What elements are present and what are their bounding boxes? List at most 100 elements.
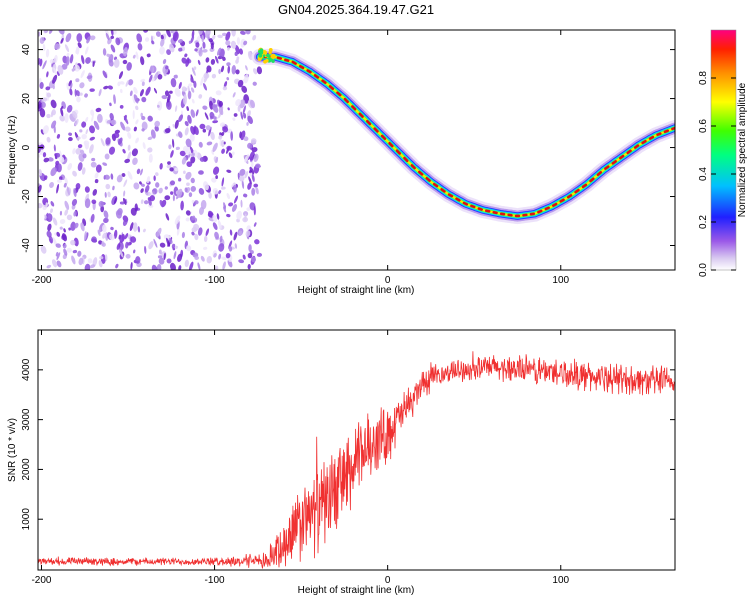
noise-blob (225, 252, 231, 259)
noise-blob (160, 38, 165, 47)
noise-blob (228, 202, 234, 207)
noise-blob (241, 85, 248, 93)
noise-blob (203, 83, 207, 91)
noise-blob (212, 222, 218, 230)
spectrogram-frame (37, 29, 676, 271)
noise-blob (112, 185, 115, 191)
noise-blob (66, 214, 73, 221)
noise-blob (156, 227, 162, 237)
trace-peak-dash (358, 112, 364, 118)
spectrogram-trace (251, 47, 675, 225)
noise-blob (108, 59, 114, 67)
noise-blob (222, 56, 226, 61)
noise-blob (186, 245, 192, 252)
noise-blob (159, 200, 164, 208)
noise-blob (38, 152, 41, 158)
noise-blob (226, 77, 230, 81)
trace-onset-dot (271, 59, 275, 63)
noise-blob (246, 207, 251, 211)
trace-onset-dot (257, 56, 262, 62)
noise-blob (61, 63, 68, 70)
noise-blob (205, 125, 211, 131)
noise-blob (56, 252, 61, 261)
noise-blob (247, 51, 253, 61)
noise-blob (102, 48, 107, 56)
noise-blob (222, 86, 228, 91)
noise-blob (120, 88, 123, 94)
noise-blob (221, 148, 225, 154)
noise-blob (74, 89, 77, 97)
noise-blob (135, 256, 141, 264)
noise-blob (249, 166, 255, 175)
noise-blob (124, 158, 130, 164)
noise-blob (91, 157, 96, 162)
trace-peak-dash (663, 129, 670, 134)
noise-blob (248, 244, 252, 252)
noise-blob (50, 167, 57, 177)
noise-blob (195, 109, 199, 117)
noise-blob (46, 113, 51, 119)
noise-blob (198, 188, 205, 195)
noise-blob (203, 181, 209, 191)
noise-blob (234, 243, 238, 249)
noise-blob (195, 42, 200, 48)
noise-blob (176, 188, 183, 199)
snr-series (38, 351, 675, 570)
noise-blob (119, 81, 125, 85)
noise-blob (53, 144, 56, 152)
noise-blob (221, 186, 226, 190)
noise-blob (105, 183, 111, 190)
noise-blob (231, 64, 236, 75)
noise-blob (56, 179, 63, 183)
noise-blob (166, 258, 172, 264)
noise-blob (77, 250, 82, 257)
noise-blob (69, 82, 73, 90)
trace-peak-dash (365, 119, 372, 126)
noise-blob (200, 76, 204, 86)
noise-blob (164, 127, 171, 134)
noise-blob (122, 59, 128, 65)
trace-peak-dash (604, 165, 610, 170)
noise-blob (218, 190, 222, 195)
noise-blob (58, 176, 63, 181)
y-tick-label: -20 (21, 189, 32, 204)
noise-blob (49, 182, 54, 188)
noise-blob (184, 120, 189, 127)
noise-blob (54, 43, 61, 50)
noise-blob (147, 147, 153, 153)
noise-blob (104, 30, 110, 37)
snr-x-label: Height of straight line (km) (298, 585, 415, 596)
noise-blob (252, 81, 257, 86)
noise-blob (210, 42, 214, 50)
noise-blob (135, 105, 139, 111)
noise-blob (199, 123, 206, 130)
noise-blob (216, 47, 222, 56)
noise-blob (90, 109, 95, 116)
noise-blob (243, 40, 248, 46)
noise-blob (206, 141, 213, 146)
noise-blob (89, 88, 95, 92)
snr-panel: -200 -100 0 100 1000 2000 3000 4000 Height of … (7, 329, 676, 596)
noise-blob (89, 264, 96, 269)
noise-blob (52, 85, 55, 90)
noise-blob (52, 237, 57, 246)
noise-blob (139, 89, 144, 97)
noise-blob (253, 153, 259, 163)
noise-blob (178, 81, 182, 89)
colorbar-tick-label: 0.4 (698, 167, 709, 181)
noise-blob (164, 90, 170, 97)
noise-blob (47, 223, 52, 232)
figure-title: GN04.2025.364.19.47.G21 (278, 2, 434, 17)
noise-blob (55, 243, 61, 248)
noise-blob (153, 71, 159, 81)
noise-blob (181, 57, 187, 64)
noise-blob (170, 150, 174, 158)
noise-blob (107, 85, 113, 90)
noise-blob (240, 111, 244, 120)
noise-blob (90, 213, 95, 223)
noise-blob (81, 121, 87, 128)
noise-blob (122, 197, 127, 206)
noise-blob (119, 105, 124, 109)
trace-peak-dash (284, 58, 290, 62)
noise-blob (243, 112, 247, 119)
